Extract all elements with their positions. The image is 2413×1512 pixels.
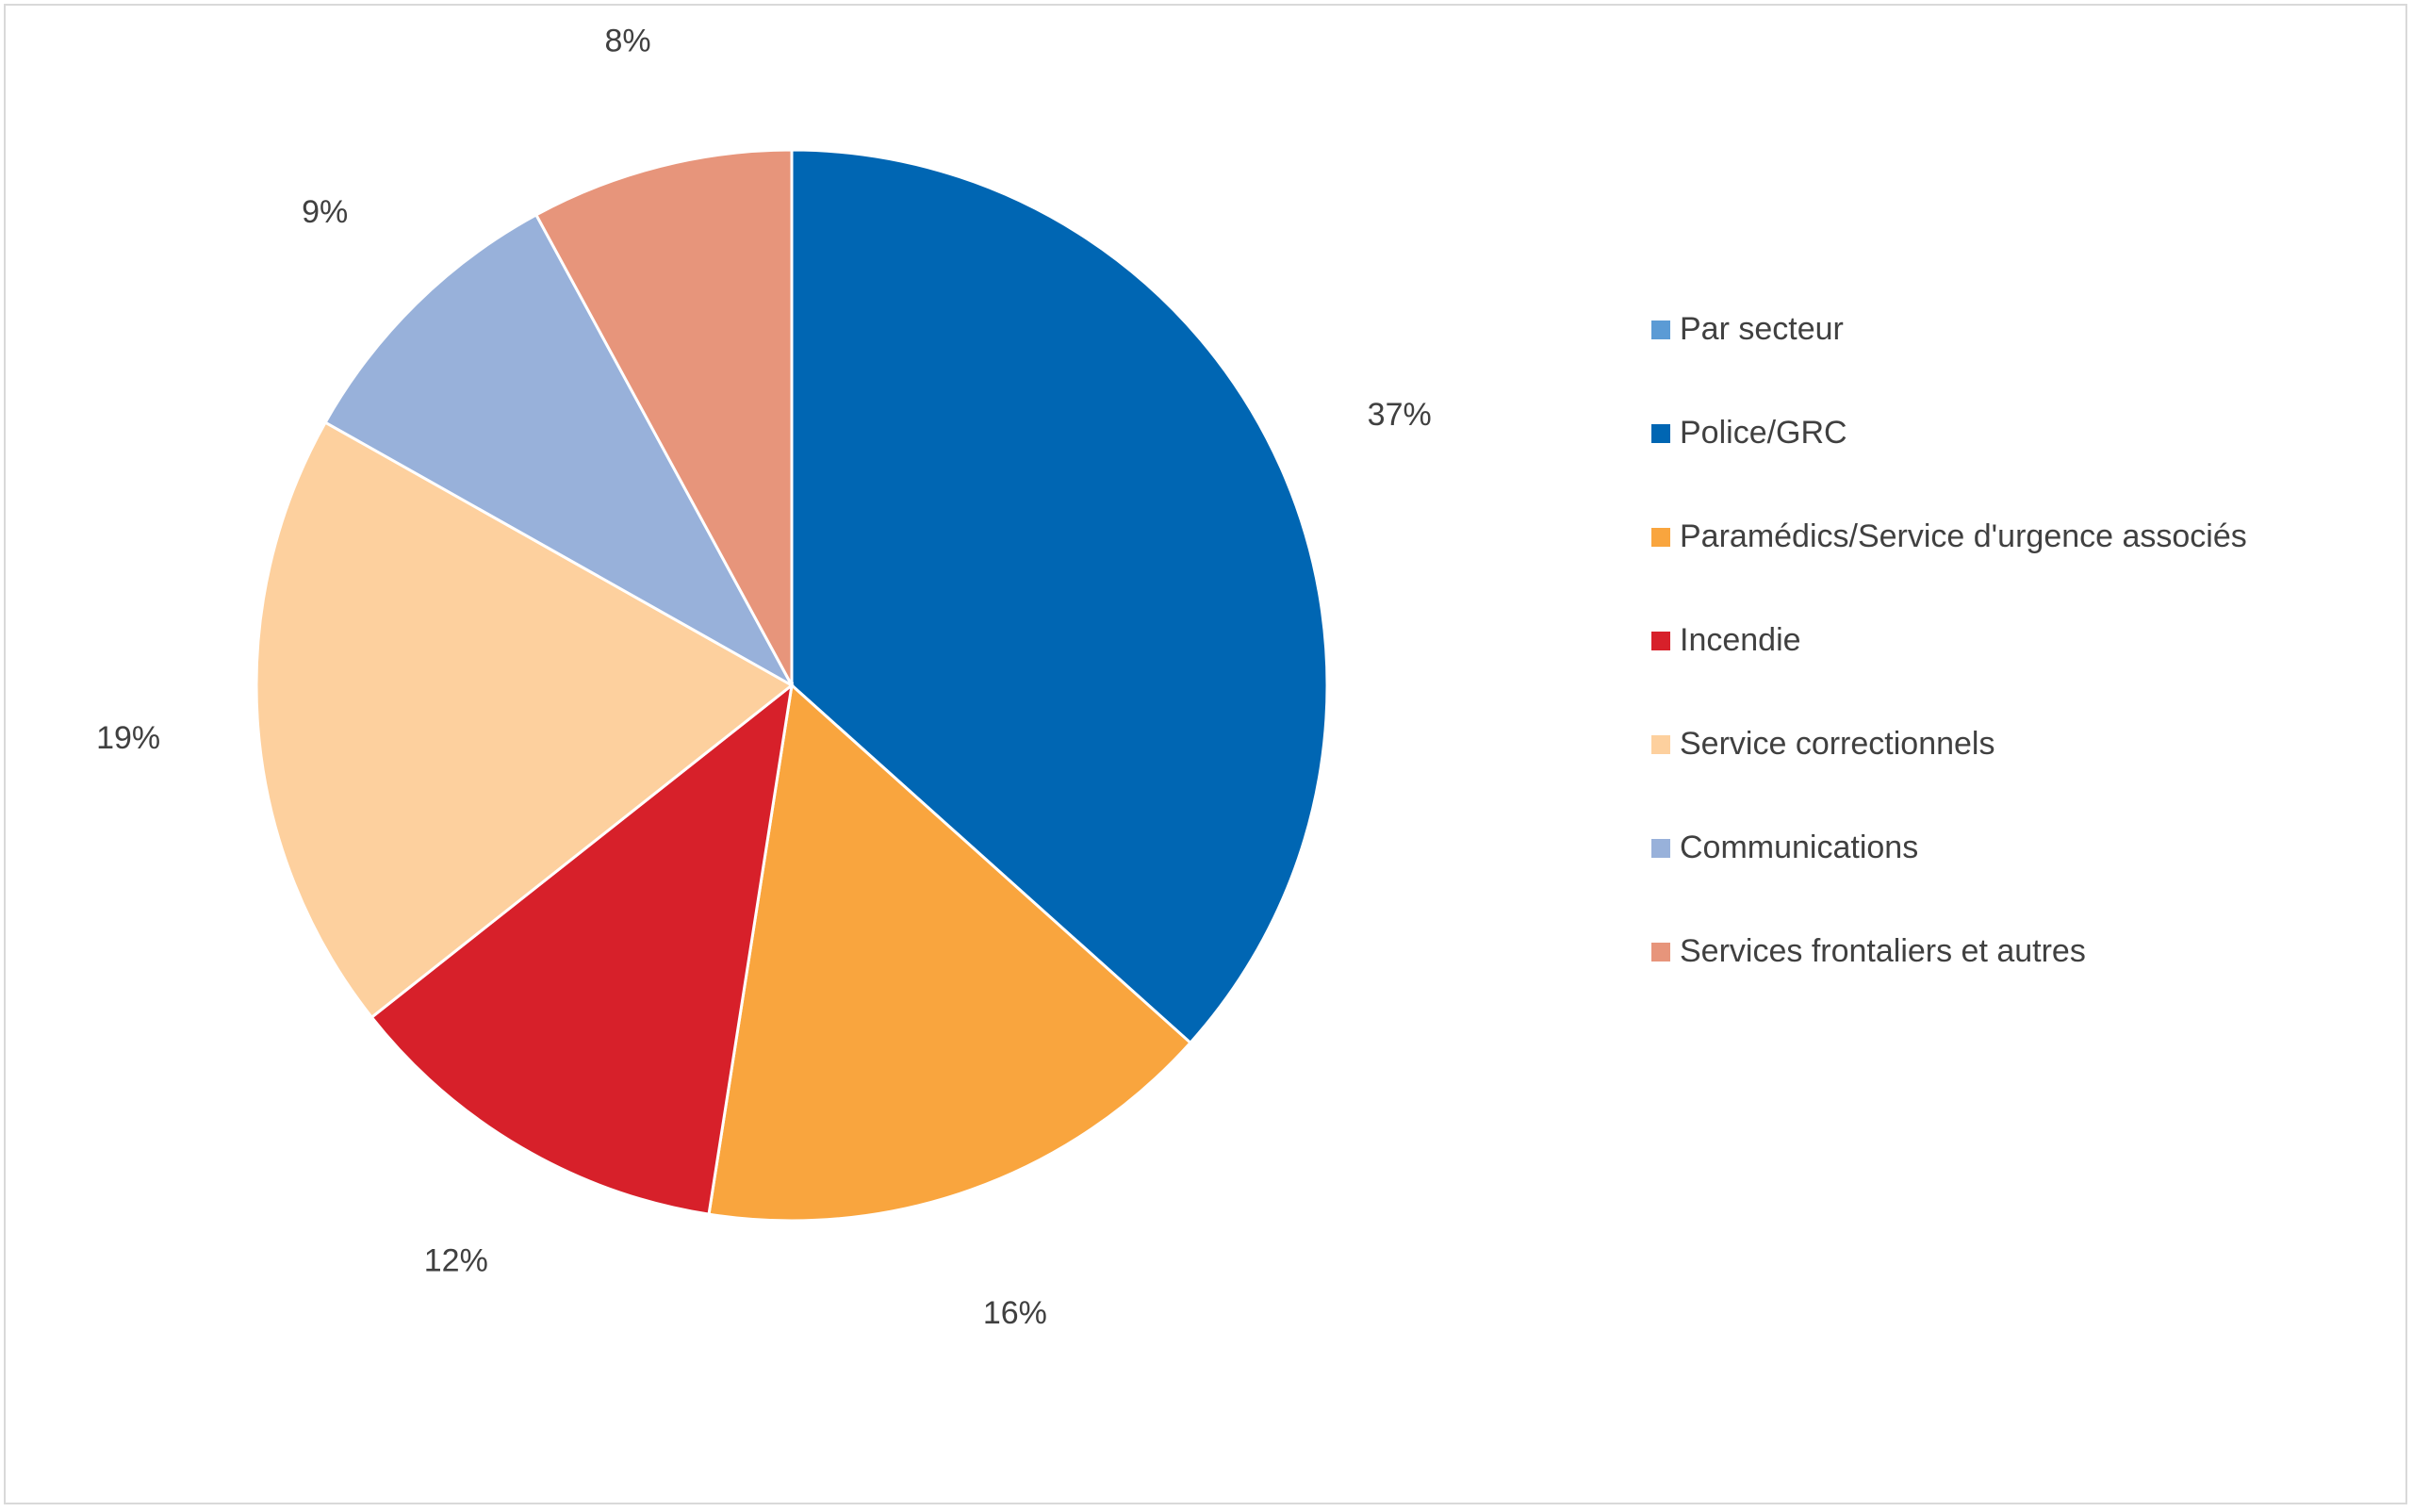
- legend-item: Incendie: [1651, 616, 2255, 664]
- legend-label: Incendie: [1680, 622, 1801, 658]
- legend-swatch: [1651, 839, 1670, 858]
- data-label-services-frontaliers-et-autres: 8%: [605, 24, 651, 59]
- legend-label: Service correctionnels: [1680, 726, 1995, 762]
- data-label-service-correctionnels: 19%: [96, 720, 160, 756]
- data-label-incendie: 12%: [424, 1243, 488, 1279]
- pie-slice-communications: [323, 212, 796, 689]
- legend-label: Police/GRC: [1680, 415, 1847, 451]
- legend-swatch: [1651, 943, 1670, 961]
- pie-slice-paramedics-service-d-urgence-associes: [707, 682, 1193, 1223]
- data-label-police-grc: 37%: [1368, 397, 1432, 433]
- data-label-communications: 9%: [302, 194, 348, 230]
- pie-slice-service-correctionnels: [254, 420, 795, 1020]
- legend-label: Paramédics/Service d'urgence associés: [1680, 518, 2247, 554]
- legend-swatch: [1651, 424, 1670, 443]
- chart-area: 37% 16% 12% 19% 9% 8% Par secteur Police/GRC Pa…: [4, 4, 2407, 1504]
- legend-label: Services frontaliers et autres: [1680, 933, 2086, 969]
- pie-slice-services-frontaliers-et-autres: [533, 148, 794, 686]
- legend-item: Communications: [1651, 824, 2255, 871]
- legend-swatch: [1651, 632, 1670, 650]
- legend-label: Communications: [1680, 830, 1919, 865]
- legend-item: Service correctionnels: [1651, 720, 2255, 767]
- legend-swatch: [1651, 528, 1670, 547]
- legend-label: Par secteur: [1680, 311, 1844, 347]
- legend-item: Police/GRC: [1651, 409, 2255, 456]
- legend-item: Paramédics/Service d'urgence associés: [1651, 513, 2255, 560]
- legend-swatch: [1651, 320, 1670, 339]
- legend-item: Services frontaliers et autres: [1651, 928, 2255, 975]
- pie-chart: 37% 16% 12% 19% 9% 8%: [96, 24, 1432, 1331]
- pie-slice-incendie: [369, 682, 795, 1216]
- legend-swatch: [1651, 735, 1670, 754]
- legend-item: Par secteur: [1651, 305, 2255, 353]
- data-label-paramedics-service-d-urgence-associes: 16%: [983, 1295, 1047, 1331]
- pie-slice-police-grc: [790, 148, 1329, 1045]
